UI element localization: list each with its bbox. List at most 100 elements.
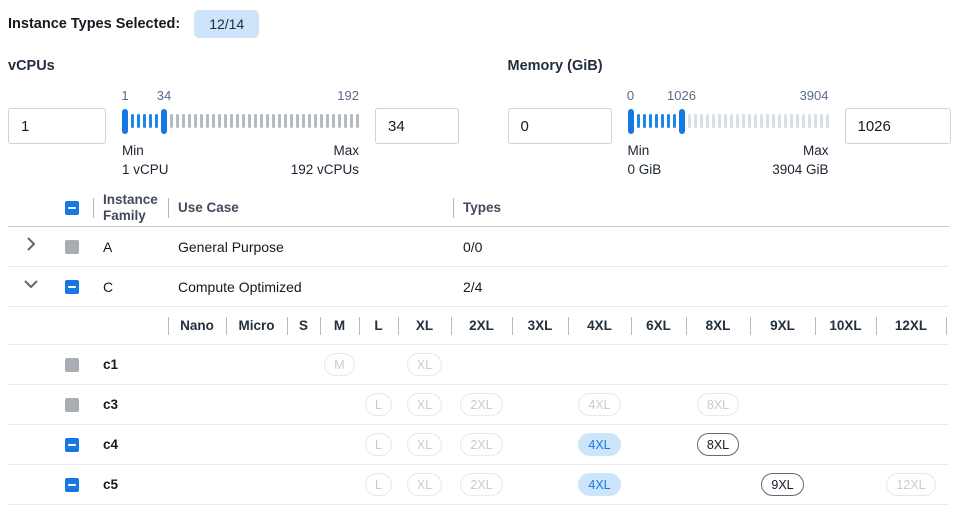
memory-tick-inactive [741, 114, 745, 128]
minus-mark [68, 443, 76, 446]
vcpus-tick-inactive [170, 114, 173, 128]
minus-mark [68, 483, 76, 486]
indeterminate-checkbox-c5[interactable] [65, 477, 79, 492]
size-column-header-10xl: 10XL [815, 307, 876, 344]
vcpus-tick-inactive [290, 114, 293, 128]
memory-tick-active [666, 114, 670, 128]
use-case-label: Compute Optimized [178, 278, 302, 295]
size-pill-c4-xl: XL [406, 433, 443, 456]
memory-tick-active [642, 114, 646, 128]
size-pill-c5-2xl: 2XL [460, 473, 503, 496]
size-pill-c1-xl: XL [406, 353, 443, 376]
size-column-header-9xl: 9XL [750, 307, 815, 344]
size-pill-c4-l: L [365, 433, 392, 456]
size-column-header-l: L [359, 307, 398, 344]
filters-section: vCPUs 1 34 192 Min 1 vCPU [8, 58, 951, 179]
memory-to-input[interactable] [844, 108, 951, 144]
indeterminate-checkbox-header[interactable] [65, 200, 79, 215]
memory-slider-captions: Min 0 GiB Max 3904 GiB [628, 141, 829, 179]
vcpus-max-label: 192 [337, 88, 359, 103]
vcpus-tick-inactive [248, 114, 251, 128]
vcpus-tick-inactive [284, 114, 287, 128]
memory-min-detail: 0 GiB [627, 162, 662, 177]
table-header-row: Instance Family Use Case Types [8, 189, 949, 227]
family-name: A [103, 238, 113, 255]
vcpus-min-caption: Min [122, 143, 144, 158]
vcpus-tick-inactive [332, 114, 335, 128]
memory-tick-inactive [687, 114, 691, 128]
vcpus-tick-inactive [266, 114, 269, 128]
memory-tick-inactive [777, 114, 781, 128]
memory-tick-inactive [765, 114, 769, 128]
vcpus-to-input[interactable] [375, 108, 459, 144]
vcpus-tick-inactive [278, 114, 281, 128]
memory-tick-inactive [813, 114, 817, 128]
indeterminate-checkbox-c[interactable] [65, 279, 79, 294]
vcpus-max-detail: 192 vCPUs [290, 162, 359, 177]
vcpus-max-caption: Max [333, 143, 359, 158]
vcpus-tick-inactive [326, 114, 329, 128]
vcpus-tick-inactive [206, 114, 209, 128]
memory-tick-inactive [783, 114, 787, 128]
disabled-checkbox-c3 [65, 397, 79, 412]
size-column-header-3xl: 3XL [512, 307, 568, 344]
memory-slider-handle-low[interactable] [627, 108, 634, 134]
size-pill-c4-2xl: 2XL [460, 433, 503, 456]
vcpus-from-input[interactable] [8, 108, 106, 144]
memory-max-label: 3904 [799, 88, 829, 103]
vcpus-tick-inactive [230, 114, 233, 128]
vcpus-tick-inactive [296, 114, 299, 128]
selected-summary-label: Instance Types Selected: [8, 16, 181, 32]
expand-toggle-a[interactable] [8, 236, 56, 257]
vcpus-tick-inactive [272, 114, 275, 128]
vcpus-tick-active [155, 114, 158, 128]
size-column-header-8xl: 8XL [686, 307, 750, 344]
instance-name: c3 [103, 397, 119, 412]
memory-slider-labels: 0 1026 3904 [627, 88, 829, 108]
vcpus-tick-inactive [218, 114, 221, 128]
instance-row-c3: c3 L XL 2XL 4XL 8XL [8, 385, 949, 425]
memory-max-caption: Max [802, 143, 829, 158]
selected-count-badge: 12/14 [194, 10, 260, 38]
size-pill-c5-9xl[interactable]: 9XL [761, 473, 804, 496]
memory-tick-inactive [771, 114, 775, 128]
vcpus-tick-inactive [176, 114, 179, 128]
indeterminate-checkbox-c4[interactable] [65, 437, 79, 452]
memory-title: Memory (GiB) [507, 58, 603, 74]
size-pill-c4-4xl[interactable]: 4XL [578, 433, 621, 456]
vcpus-tick-active [131, 114, 134, 128]
column-header-instance-family: Instance Family [93, 192, 168, 224]
column-header-types: Types [453, 200, 949, 216]
vcpus-tick-inactive [260, 114, 263, 128]
column-header-use-case: Use Case [168, 200, 453, 216]
minus-mark [68, 206, 76, 209]
chevron-right-icon-a[interactable] [23, 236, 39, 257]
size-column-header-6xl: 6XL [631, 307, 686, 344]
instance-row-c1: c1 M XL [8, 345, 949, 385]
size-column-header-4xl: 4XL [568, 307, 631, 344]
instance-name: c4 [103, 437, 119, 452]
memory-from-input[interactable] [507, 108, 612, 144]
vcpus-slider-handle-low[interactable] [122, 108, 128, 134]
size-pill-c4-8xl[interactable]: 8XL [696, 433, 740, 456]
vcpus-high-label: 34 [156, 88, 172, 103]
use-case-label: General Purpose [178, 238, 284, 255]
vcpus-tick-active [149, 114, 152, 128]
size-pill-c5-xl: XL [406, 473, 443, 496]
family-row-c: C Compute Optimized 2/4 [8, 267, 949, 307]
vcpus-filter: vCPUs 1 34 192 Min 1 vCPU [8, 58, 459, 179]
memory-tick-inactive [711, 114, 715, 128]
size-pill-c3-xl: XL [406, 393, 443, 416]
memory-slider-handle-high[interactable] [678, 108, 685, 134]
chevron-down-icon-c[interactable] [23, 276, 39, 297]
memory-tick-active [648, 114, 652, 128]
expand-toggle-c[interactable] [8, 276, 56, 297]
memory-tick-inactive [699, 114, 703, 128]
vcpus-slider-track[interactable] [122, 108, 359, 134]
vcpus-slider-handle-high[interactable] [161, 108, 167, 134]
vcpus-tick-inactive [224, 114, 227, 128]
family-name: C [103, 278, 114, 295]
instance-row-c4: c4 L XL 2XL 4XL 8XL [8, 425, 949, 465]
size-pill-c5-4xl[interactable]: 4XL [578, 473, 621, 496]
memory-slider-track[interactable] [627, 108, 829, 134]
